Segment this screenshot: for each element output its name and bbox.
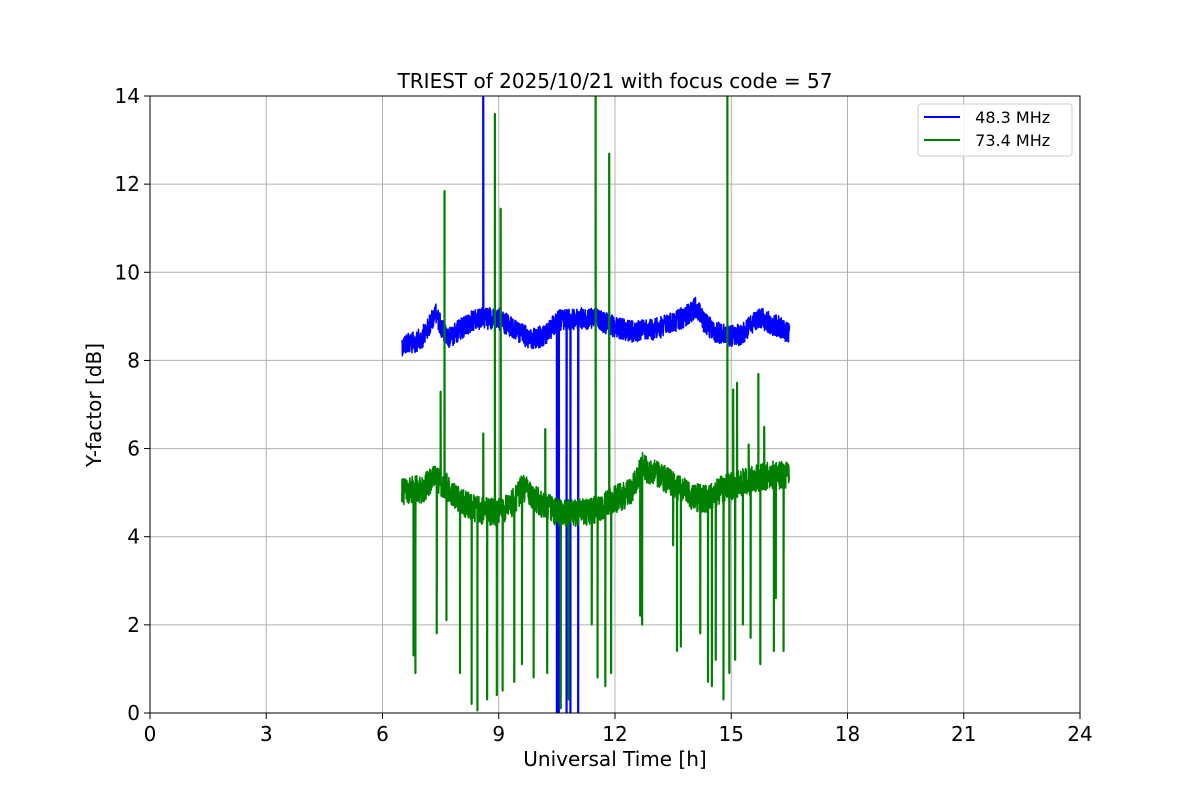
y-tick-label: 4 xyxy=(127,525,140,549)
series-line-0 xyxy=(401,96,791,713)
y-tick-label: 2 xyxy=(127,613,140,637)
x-tick-label: 12 xyxy=(602,722,627,746)
y-tick-label: 0 xyxy=(127,701,140,725)
x-tick-label: 15 xyxy=(719,722,744,746)
x-tick-label: 6 xyxy=(376,722,389,746)
series-1 xyxy=(401,96,791,712)
x-tick-label: 0 xyxy=(144,722,157,746)
y-tick-label: 14 xyxy=(115,84,140,108)
y-tick-label: 12 xyxy=(115,172,140,196)
y-tick-label: 6 xyxy=(127,437,140,461)
y-tick-label: 8 xyxy=(127,348,140,372)
x-tick-label: 18 xyxy=(835,722,860,746)
legend-label-48-3-mhz: 48.3 MHz xyxy=(965,108,1050,127)
y-tick-label: 10 xyxy=(115,260,140,284)
x-tick-label: 24 xyxy=(1067,722,1092,746)
x-tick-label: 21 xyxy=(951,722,976,746)
x-tick-label: 3 xyxy=(260,722,273,746)
chart-title: TRIEST of 2025/10/21 with focus code = 5… xyxy=(397,69,833,93)
x-tick-label: 9 xyxy=(492,722,505,746)
x-axis-label: Universal Time [h] xyxy=(523,747,706,771)
legend: 48.3 MHz 73.4 MHz xyxy=(917,103,1073,157)
y-axis-label: Y-factor [dB] xyxy=(82,343,106,468)
legend-label-73-4-mhz: 73.4 MHz xyxy=(965,131,1050,150)
plot-series xyxy=(401,96,791,713)
